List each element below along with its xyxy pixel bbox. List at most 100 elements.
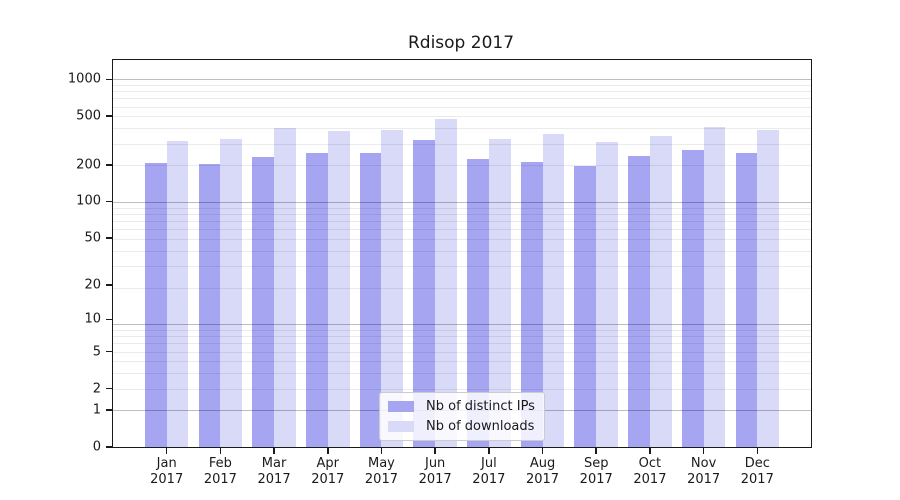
y-tick-label-100: 100 (76, 193, 101, 209)
bar-distinct-ips-jan (144, 162, 167, 447)
x-tick-dec (756, 447, 759, 454)
legend-item-downloads: Nb of downloads (388, 419, 536, 434)
y-tick-100 (106, 200, 112, 203)
bar-distinct-ips-may (359, 152, 382, 447)
grid-layer (113, 60, 811, 447)
x-tick-year-jan: 2017 (150, 472, 184, 487)
y-tick-label-500: 500 (76, 108, 101, 124)
x-tick-label-aug: Aug 2017 (513, 456, 573, 488)
x-tick-jun (434, 447, 436, 454)
gridline-minor (113, 238, 811, 240)
x-tick-year-aug: 2017 (525, 472, 560, 487)
bar-distinct-ips-apr (306, 153, 328, 447)
x-tick-year-dec: 2017 (740, 472, 774, 487)
bar-downloads-oct (649, 135, 672, 447)
x-tick-nov (702, 447, 705, 454)
y-tick-0 (106, 446, 112, 448)
x-tick-label-may: May 2017 (351, 456, 411, 488)
bar-distinct-ips-aug (520, 162, 543, 447)
x-tick-year-nov: 2017 (687, 472, 721, 487)
y-tick-label-20: 20 (84, 277, 101, 293)
y-tick-label-200: 200 (76, 157, 101, 173)
x-tick-label-jul: Jul 2017 (459, 456, 519, 488)
y-tick-500 (106, 115, 112, 117)
x-tick-label-oct: Oct 2017 (620, 456, 680, 488)
gridline-minor (113, 343, 811, 345)
x-tick-year-sep: 2017 (579, 472, 613, 487)
gridline-minor (113, 250, 811, 252)
y-tick-label-1000: 1000 (67, 71, 101, 87)
bar-downloads-mar (274, 128, 296, 447)
legend-label-distinct-ips: Nb of distinct IPs (426, 399, 535, 414)
y-tick-label-5: 5 (92, 344, 101, 360)
bar-distinct-ips-oct (628, 155, 650, 447)
bars-layer (113, 60, 811, 447)
gridline-minor (113, 116, 811, 118)
gridline-minor (113, 106, 811, 108)
x-tick-year-feb: 2017 (203, 472, 237, 487)
y-tick-label-0: 0 (92, 439, 101, 455)
gridline-minor (113, 213, 811, 215)
bar-distinct-ips-dec (735, 152, 758, 447)
bar-distinct-ips-mar (252, 156, 275, 447)
bar-distinct-ips-feb (198, 163, 221, 447)
legend-swatch-downloads (388, 421, 414, 432)
x-tick-jan (165, 447, 168, 454)
x-tick-apr (326, 447, 329, 454)
gridline-major (113, 79, 811, 81)
chart-title: Rdisop 2017 (407, 33, 515, 53)
bar-downloads-may (381, 130, 404, 447)
bar-distinct-ips-jun (413, 140, 436, 447)
x-tick-may (380, 447, 383, 454)
bar-downloads-nov (703, 127, 726, 447)
y-tick-label-10: 10 (84, 311, 101, 327)
x-tick-label-nov: Nov 2017 (674, 456, 734, 488)
gridline-minor (113, 330, 811, 332)
bar-downloads-dec (757, 129, 780, 447)
gridline-major (113, 201, 811, 203)
gridline-minor (113, 373, 811, 375)
legend-item-distinct-ips: Nb of distinct IPs (388, 399, 536, 414)
x-tick-feb (219, 447, 222, 454)
gridline-minor (113, 165, 811, 167)
y-tick-20 (106, 284, 112, 286)
gridline-minor (113, 351, 811, 353)
x-tick-year-mar: 2017 (257, 472, 291, 487)
gridline-minor (113, 266, 811, 268)
legend: Nb of distinct IPs Nb of downloads (379, 392, 545, 441)
gridline-major (113, 324, 811, 326)
plot-area (112, 59, 812, 448)
gridline-minor (113, 220, 811, 222)
bar-downloads-aug (542, 133, 565, 447)
gridline-minor (113, 207, 811, 209)
gridline-minor (113, 98, 811, 100)
x-tick-mar (273, 447, 275, 454)
y-tick-label-1: 1 (92, 402, 101, 418)
x-tick-label-apr: Apr 2017 (298, 456, 358, 488)
x-axis: Jan 2017 Feb 2017 Mar 2017 Apr 2017 May 2017 Jun 20… (113, 447, 811, 497)
x-tick-label-jan: Jan 2017 (137, 456, 197, 488)
x-tick-label-jun: Jun 2017 (405, 456, 465, 488)
bar-downloads-apr (327, 131, 350, 447)
y-tick-10 (106, 318, 112, 321)
y-tick-5 (106, 350, 112, 353)
bar-downloads-feb (220, 139, 243, 447)
x-tick-year-jun: 2017 (418, 472, 452, 487)
y-tick-50 (106, 236, 112, 239)
legend-label-downloads: Nb of downloads (426, 419, 535, 434)
x-tick-year-may: 2017 (364, 472, 398, 487)
y-tick-label-2: 2 (92, 381, 101, 397)
x-tick-aug (541, 447, 544, 454)
gridline-minor (113, 361, 811, 363)
y-axis: 0 1 2 5 10 20 50 100 200 500 1000 (0, 60, 113, 455)
x-tick-year-jul: 2017 (472, 472, 506, 487)
y-tick-label-50: 50 (84, 230, 101, 246)
bar-distinct-ips-jul (467, 158, 489, 447)
gridline-minor (113, 91, 811, 93)
legend-swatch-distinct-ips (388, 401, 414, 412)
gridline-minor (113, 229, 811, 231)
gridline-minor (113, 85, 811, 87)
x-tick-jul (488, 447, 490, 454)
y-tick-200 (106, 164, 112, 166)
